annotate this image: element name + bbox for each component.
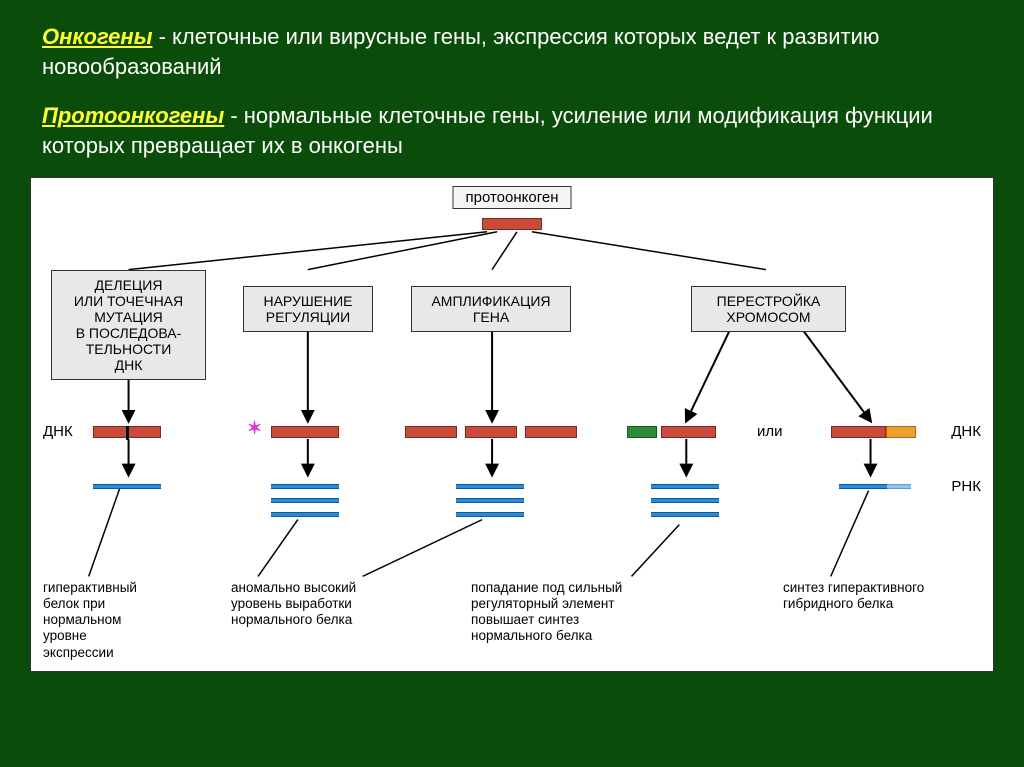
mech-box-regulation: НАРУШЕНИЕ РЕГУЛЯЦИИ <box>243 286 373 332</box>
caption-4: синтез гиперактивного гибридного белка <box>783 580 924 612</box>
rna-bar-4b <box>651 498 719 503</box>
def-oncogenes: Онкогены - клеточные или вирусные гены, … <box>42 22 982 81</box>
or-text: или <box>757 423 783 440</box>
dna-bar-amp3 <box>525 426 577 438</box>
dna-bar-reg <box>271 426 339 438</box>
rna-bar-5a <box>839 484 887 489</box>
rna-bar-2c <box>271 512 339 517</box>
dna-bar-rearr-b-orange <box>886 426 916 438</box>
term-oncogenes: Онкогены <box>42 24 153 49</box>
dna-bar-amp2 <box>465 426 517 438</box>
mech2-text: НАРУШЕНИЕ РЕГУЛЯЦИИ <box>263 293 352 325</box>
rna-bar-4a <box>651 484 719 489</box>
dna-bar-rearr-a-red <box>661 426 716 438</box>
mech-box-rearrangement: ПЕРЕСТРОЙКА ХРОМОСОМ <box>691 286 846 332</box>
proto-oncogene-label: протоонкоген <box>453 186 572 209</box>
term-protooncogenes: Протоонкогены <box>42 103 224 128</box>
dna-bar-amp1 <box>405 426 457 438</box>
mech1-text: ДЕЛЕЦИЯ ИЛИ ТОЧЕЧНАЯ МУТАЦИЯ В ПОСЛЕДОВА… <box>74 277 183 373</box>
caption-3: попадание под сильный регуляторный элеме… <box>471 580 622 645</box>
caption-1: гиперактивный белок при нормальном уровн… <box>43 580 137 661</box>
dna-label-right: ДНК <box>951 423 981 440</box>
rna-bar-1 <box>93 484 161 489</box>
mech3-text: АМПЛИФИКАЦИЯ ГЕНА <box>431 293 550 325</box>
diagram: протоонкоген ДЕЛЕЦИЯ ИЛИ ТОЧЕЧНАЯ МУ <box>30 177 994 672</box>
rna-bar-2b <box>271 498 339 503</box>
header-block: Онкогены - клеточные или вирусные гены, … <box>0 0 1024 171</box>
def-protooncogenes: Протоонкогены - нормальные клеточные ген… <box>42 101 982 160</box>
rna-bar-3a <box>456 484 524 489</box>
rna-bar-3c <box>456 512 524 517</box>
def1-text: - клеточные или вирусные гены, экспресси… <box>42 24 879 79</box>
rna-bar-3b <box>456 498 524 503</box>
proto-oncogene-bar <box>482 218 542 230</box>
dna-bar-rearr-b-red <box>831 426 886 438</box>
dna-label-left: ДНК <box>43 423 73 440</box>
rna-label-right: РНК <box>951 478 981 495</box>
rna-bar-4c <box>651 512 719 517</box>
caption-2: аномально высокий уровень выработки норм… <box>231 580 356 629</box>
dna-bar-mutation <box>93 426 161 438</box>
mech4-text: ПЕРЕСТРОЙКА ХРОМОСОМ <box>717 293 821 325</box>
mech-box-deletion: ДЕЛЕЦИЯ ИЛИ ТОЧЕЧНАЯ МУТАЦИЯ В ПОСЛЕДОВА… <box>51 270 206 381</box>
dna-bar-rearr-a-green <box>627 426 657 438</box>
rna-bar-2a <box>271 484 339 489</box>
regulatory-star-icon: ✶ <box>247 418 262 439</box>
mech-box-amplification: АМПЛИФИКАЦИЯ ГЕНА <box>411 286 571 332</box>
rna-bar-5b <box>887 484 911 489</box>
